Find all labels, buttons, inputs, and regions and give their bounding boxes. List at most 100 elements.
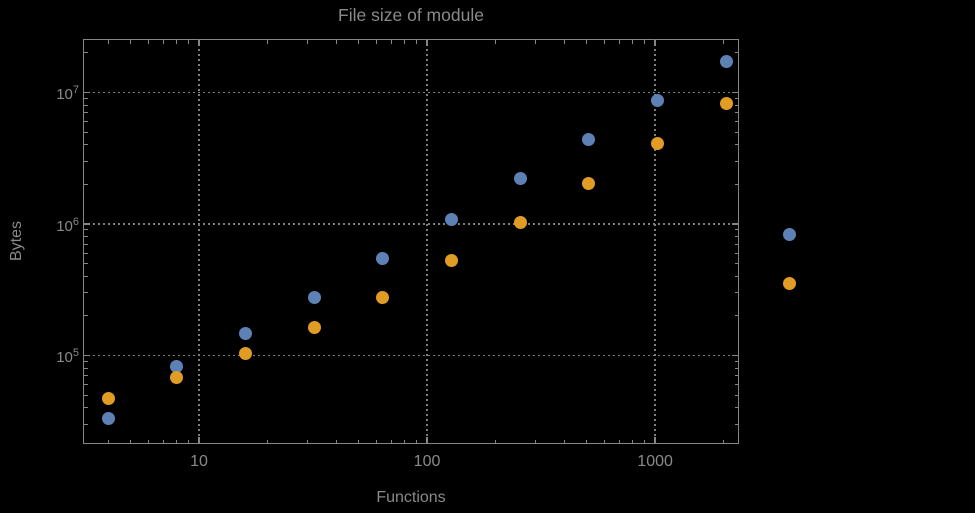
x-tick xyxy=(107,439,109,443)
data-point-series-2-orange xyxy=(170,370,184,384)
x-tick xyxy=(375,40,377,44)
x-tick xyxy=(619,439,621,443)
x-axis-label: Functions xyxy=(376,489,446,506)
x-tick xyxy=(163,439,165,443)
x-tick xyxy=(426,437,428,443)
y-tick xyxy=(84,315,88,317)
y-tick xyxy=(734,360,738,362)
data-point-series-1-blue xyxy=(376,251,390,265)
y-tick xyxy=(734,384,738,386)
x-tick xyxy=(188,40,190,44)
y-tick xyxy=(84,112,88,114)
y-tick xyxy=(84,121,88,123)
data-point-series-2-orange xyxy=(307,321,321,335)
gridline-horizontal xyxy=(83,354,739,357)
data-point-series-2-orange xyxy=(719,97,733,111)
x-tick xyxy=(176,439,178,443)
data-point-series-2-orange xyxy=(650,136,664,150)
y-tick xyxy=(84,243,88,245)
x-tick xyxy=(147,439,149,443)
y-tick xyxy=(734,423,738,425)
data-point-series-2-orange xyxy=(582,176,596,190)
x-tick xyxy=(585,439,587,443)
y-tick-label: 106 xyxy=(56,215,79,235)
x-tick xyxy=(307,40,309,44)
x-tick xyxy=(391,40,393,44)
x-tick xyxy=(723,439,725,443)
data-point-series-2-orange xyxy=(376,290,390,304)
y-tick xyxy=(734,52,738,54)
x-tick xyxy=(416,439,418,443)
y-tick xyxy=(734,394,738,396)
y-tick xyxy=(734,292,738,294)
x-tick xyxy=(129,40,131,44)
x-tick xyxy=(375,439,377,443)
y-tick xyxy=(84,292,88,294)
gridline-vertical xyxy=(654,39,656,444)
x-tick xyxy=(163,40,165,44)
y-tick xyxy=(734,144,738,146)
y-tick xyxy=(84,144,88,146)
x-tick xyxy=(188,439,190,443)
x-tick xyxy=(357,439,359,443)
data-point-series-1-blue xyxy=(582,132,596,146)
y-tick xyxy=(734,121,738,123)
x-tick xyxy=(585,40,587,44)
y-tick xyxy=(84,236,88,238)
y-tick xyxy=(732,91,738,94)
y-tick-label: 105 xyxy=(56,347,79,367)
x-tick xyxy=(198,437,200,443)
y-tick xyxy=(734,131,738,133)
x-tick xyxy=(404,439,406,443)
y-tick xyxy=(734,236,738,238)
y-tick xyxy=(84,394,88,396)
data-point-series-2-orange xyxy=(239,346,253,360)
x-tick xyxy=(563,439,565,443)
x-tick xyxy=(723,40,725,44)
x-tick xyxy=(404,40,406,44)
data-point-series-1-blue xyxy=(101,412,115,426)
y-tick-label: 107 xyxy=(56,84,79,104)
y-tick xyxy=(84,367,88,369)
x-tick xyxy=(307,439,309,443)
y-tick xyxy=(734,315,738,317)
data-point-series-1-blue xyxy=(239,326,253,340)
y-tick xyxy=(84,354,90,357)
y-tick xyxy=(732,354,738,357)
gridline-horizontal xyxy=(83,91,739,94)
x-tick xyxy=(535,439,537,443)
data-point-series-1-blue xyxy=(170,359,184,373)
x-tick xyxy=(426,40,428,46)
y-tick xyxy=(734,407,738,409)
y-tick xyxy=(734,252,738,254)
y-tick xyxy=(84,375,88,377)
y-tick xyxy=(84,252,88,254)
y-tick xyxy=(734,97,738,99)
y-tick xyxy=(734,375,738,377)
y-tick xyxy=(84,131,88,133)
chart-title: File size of module xyxy=(338,5,484,25)
x-tick xyxy=(357,40,359,44)
x-tick xyxy=(107,40,109,44)
y-tick xyxy=(84,360,88,362)
data-point-series-2-orange xyxy=(101,392,115,406)
y-tick xyxy=(84,52,88,54)
y-tick xyxy=(84,275,88,277)
y-tick xyxy=(734,367,738,369)
x-tick xyxy=(654,437,656,443)
x-tick xyxy=(267,40,269,44)
x-tick xyxy=(495,40,497,44)
x-tick xyxy=(335,439,337,443)
y-tick xyxy=(84,223,90,225)
x-tick xyxy=(654,40,656,46)
data-point-series-2-orange xyxy=(513,216,527,230)
x-tick xyxy=(604,439,605,443)
plot-frame xyxy=(83,39,739,444)
x-tick xyxy=(644,439,646,443)
y-tick xyxy=(84,97,88,99)
data-point-series-2-orange xyxy=(444,253,458,267)
x-tick xyxy=(535,40,537,44)
x-tick xyxy=(632,40,634,44)
y-tick xyxy=(84,407,88,409)
